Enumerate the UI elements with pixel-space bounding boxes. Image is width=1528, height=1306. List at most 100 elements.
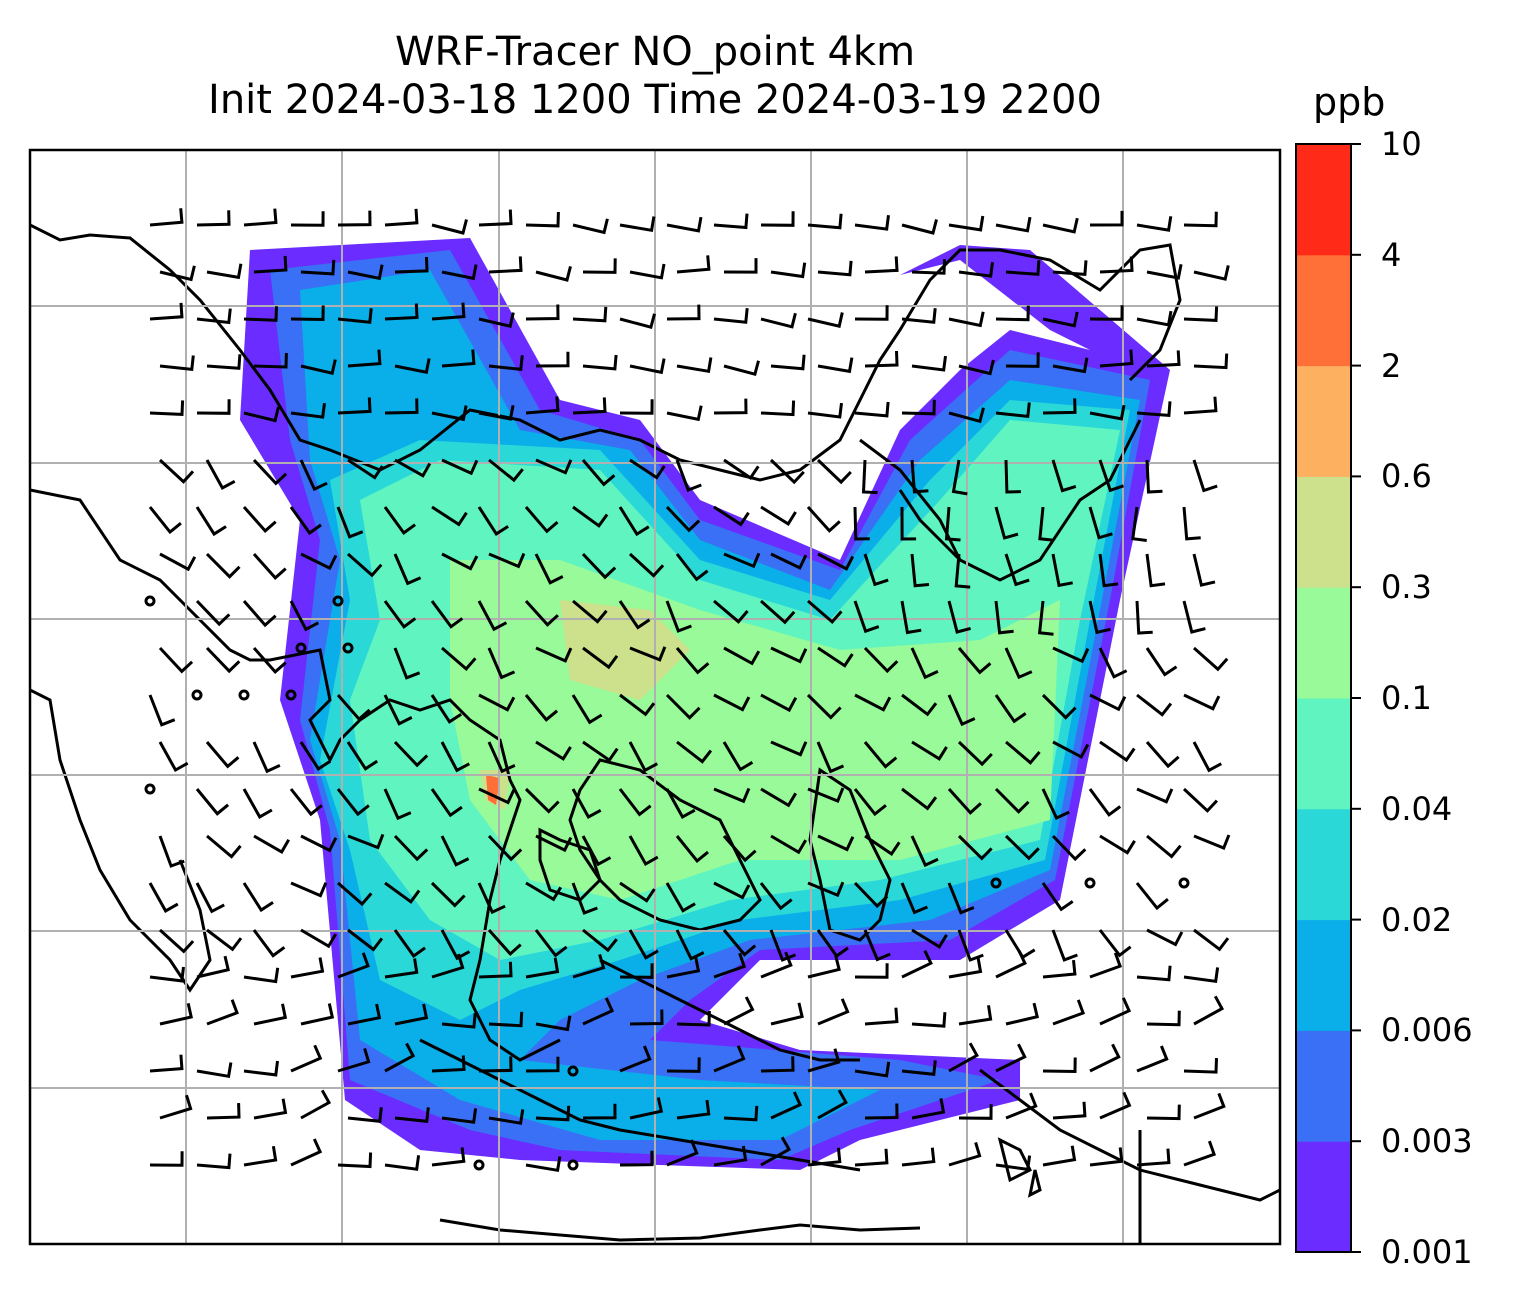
calm-wind-marker (567, 1065, 579, 1077)
wind-barb (582, 928, 618, 953)
wind-barb (1005, 260, 1041, 276)
wind-barb (760, 400, 796, 417)
wind-barb (1038, 506, 1054, 542)
wind-barb (854, 1061, 891, 1078)
wind-barb (1089, 1043, 1121, 1073)
wind-barb (676, 1010, 711, 1027)
wind-barb (149, 966, 185, 983)
colorbar-tick-label: 0.6 (1381, 457, 1432, 496)
wind-barb (760, 505, 797, 526)
wind-barb (770, 834, 807, 855)
colorbar-segment (1296, 254, 1351, 367)
colorbar-segment (1296, 587, 1351, 699)
wind-barb (770, 1091, 803, 1120)
wind-barb (958, 1005, 993, 1026)
wind-barb (947, 694, 976, 727)
wind-barb (911, 259, 946, 275)
wind-barb (290, 881, 328, 898)
wind-barb (1192, 553, 1216, 587)
wind-barb (159, 552, 197, 572)
wind-barb (722, 741, 754, 772)
calm-wind-marker (342, 642, 354, 654)
wind-barb (863, 646, 899, 674)
wind-barb (1146, 1104, 1181, 1121)
wind-barb (1183, 967, 1220, 983)
wind-barb (676, 357, 713, 374)
wind-barb (1193, 928, 1230, 952)
wind-barb (582, 997, 615, 1026)
wind-barb (619, 1150, 654, 1167)
wind-barb (713, 308, 749, 324)
wind-barb (948, 311, 985, 328)
wind-barb (760, 951, 793, 979)
wind-barb (384, 398, 419, 415)
wind-barb (901, 693, 938, 717)
wind-barb (713, 505, 750, 527)
colorbar-tick-label: 10 (1381, 125, 1422, 163)
wind-barb (243, 1060, 279, 1077)
wind-barb (666, 956, 701, 979)
colorbar-tick-label: 2 (1381, 346, 1402, 385)
colorbar-segment (1296, 919, 1351, 1031)
wind-barb (488, 355, 524, 371)
wind-barb (1004, 459, 1021, 494)
wind-barb (817, 1089, 848, 1120)
wind-barb (900, 506, 917, 541)
wind-barb (817, 646, 854, 668)
wind-barb (954, 553, 971, 589)
colorbar-tick-label: 0.006 (1381, 1011, 1473, 1050)
wind-barb (713, 1045, 746, 1073)
wind-barb (713, 787, 751, 804)
wind-barb (994, 506, 1019, 540)
colorbar-frame (1295, 143, 1352, 1253)
wind-barb (1146, 928, 1184, 947)
wind-barb (1193, 265, 1230, 281)
wind-barb (1145, 459, 1163, 494)
wind-barb (1052, 646, 1090, 664)
wind-barb (944, 506, 961, 542)
wind-barb (628, 741, 659, 773)
wind-barb (770, 354, 806, 371)
wind-barb (441, 349, 476, 368)
wind-barb (205, 552, 241, 579)
wind-barb (394, 358, 431, 374)
wind-barb (488, 256, 523, 274)
wind-barb (723, 360, 760, 377)
wind-barb (431, 505, 468, 527)
wind-barb (195, 788, 230, 816)
wind-barb (582, 1103, 617, 1120)
wind-barb (760, 693, 798, 713)
wind-barb (300, 259, 336, 276)
colorbar-segment (1296, 698, 1351, 810)
wind-barb (863, 929, 891, 962)
wind-barb (337, 397, 372, 415)
wind-barb (1099, 740, 1136, 763)
wind-barb (430, 788, 463, 818)
wind-barb (243, 208, 278, 227)
wind-barb (384, 958, 419, 979)
wind-barb (994, 600, 1014, 635)
wind-barb (1146, 350, 1181, 368)
wind-barb (525, 396, 560, 415)
colorbar-tick-label: 4 (1381, 235, 1402, 274)
wind-barb (629, 458, 666, 480)
wind-barb (441, 552, 479, 571)
wind-barb (1183, 1058, 1218, 1074)
wind-barb (149, 1151, 184, 1167)
wind-barb (807, 1048, 841, 1073)
wind-barb (1183, 693, 1221, 711)
wind-barb (628, 835, 659, 867)
wind-barb (911, 1012, 947, 1028)
wind-barb (665, 600, 692, 633)
wind-barb (853, 788, 887, 817)
wind-barb (253, 1003, 288, 1026)
wind-barb (1088, 600, 1111, 635)
wind-barb (1135, 882, 1169, 911)
wind-barb (524, 506, 559, 534)
wind-barb (1051, 929, 1078, 962)
wind-barb (290, 403, 326, 419)
wind-barb (1182, 787, 1218, 813)
wind-barb (675, 929, 705, 961)
wind-barb (477, 506, 509, 536)
wind-barb (769, 929, 797, 962)
